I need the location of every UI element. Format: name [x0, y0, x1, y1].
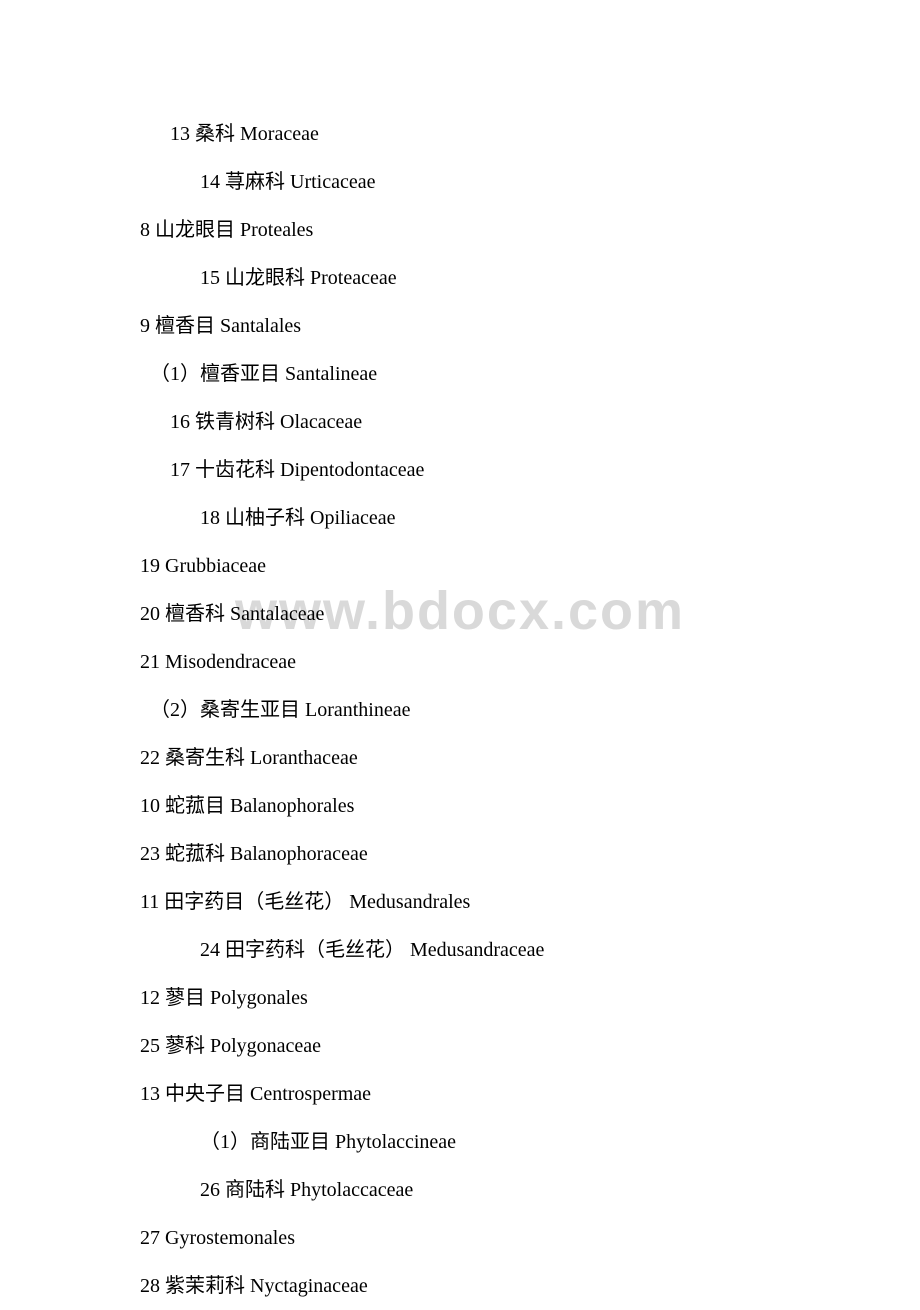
text-line: 22 桑寄生科 Loranthaceae	[140, 734, 780, 782]
text-line: 17 十齿花科 Dipentodontaceae	[140, 446, 780, 494]
text-line: 12 蓼目 Polygonales	[140, 974, 780, 1022]
text-line: 11 田字药目（毛丝花） Medusandrales	[140, 878, 780, 926]
text-line: 20 檀香科 Santalaceae	[140, 590, 780, 638]
text-line: （1）商陆亚目 Phytolaccineae	[140, 1118, 780, 1166]
text-line: 14 荨麻科 Urticaceae	[140, 158, 780, 206]
text-line: （2）桑寄生亚目 Loranthineae	[140, 686, 780, 734]
text-line: 27 Gyrostemonales	[140, 1214, 780, 1262]
text-line: 16 铁青树科 Olacaceae	[140, 398, 780, 446]
text-line: 24 田字药科（毛丝花） Medusandraceae	[140, 926, 780, 974]
text-line: 9 檀香目 Santalales	[140, 302, 780, 350]
text-line: 21 Misodendraceae	[140, 638, 780, 686]
text-line: 19 Grubbiaceae	[140, 542, 780, 590]
document-content: 13 桑科 Moraceae14 荨麻科 Urticaceae8 山龙眼目 Pr…	[0, 0, 920, 1310]
text-line: 13 中央子目 Centrospermae	[140, 1070, 780, 1118]
text-line: 28 紫茉莉科 Nyctaginaceae	[140, 1262, 780, 1310]
text-line: （1）檀香亚目 Santalineae	[140, 350, 780, 398]
text-line: 18 山柚子科 Opiliaceae	[140, 494, 780, 542]
text-line: 25 蓼科 Polygonaceae	[140, 1022, 780, 1070]
text-line: 26 商陆科 Phytolaccaceae	[140, 1166, 780, 1214]
text-line: 10 蛇菰目 Balanophorales	[140, 782, 780, 830]
text-line: 13 桑科 Moraceae	[140, 110, 780, 158]
text-line: 8 山龙眼目 Proteales	[140, 206, 780, 254]
text-line: 23 蛇菰科 Balanophoraceae	[140, 830, 780, 878]
text-line: 15 山龙眼科 Proteaceae	[140, 254, 780, 302]
